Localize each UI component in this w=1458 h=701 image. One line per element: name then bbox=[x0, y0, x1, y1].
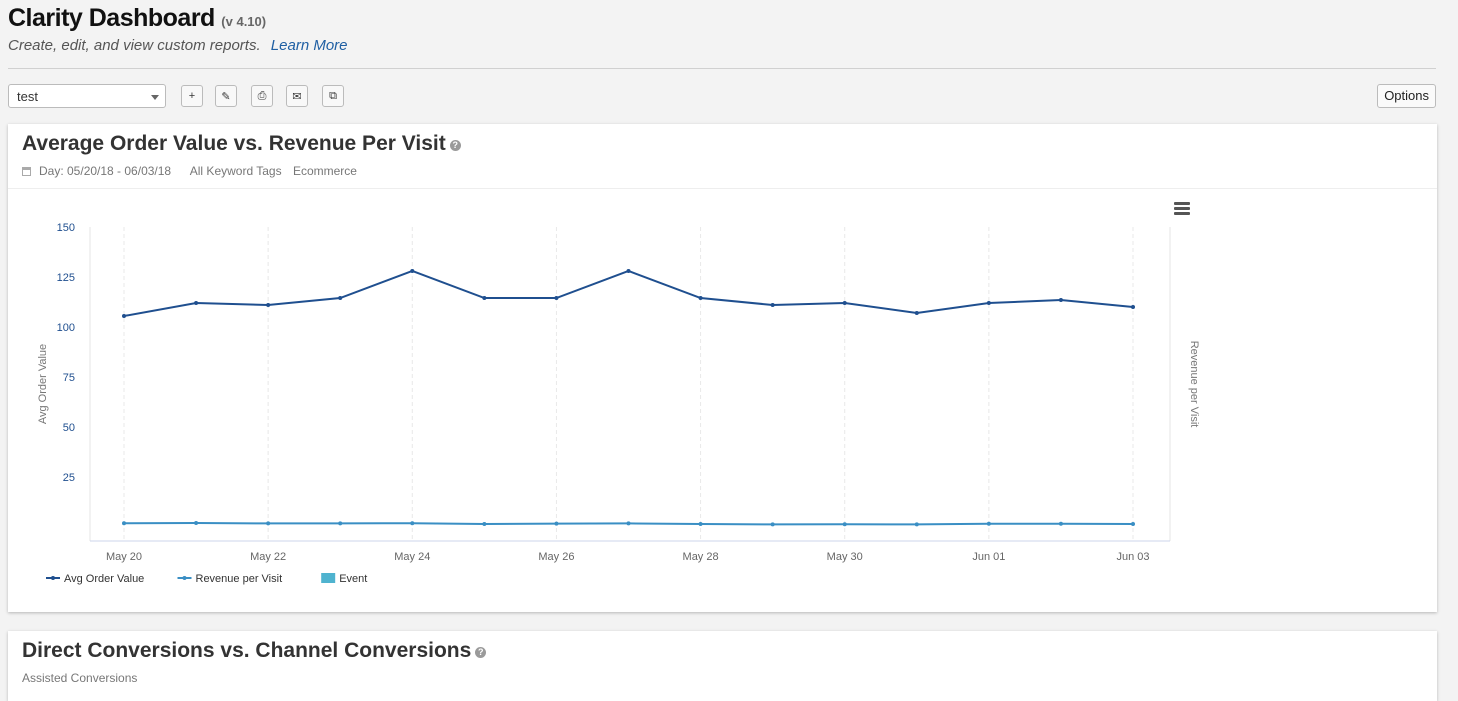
legend-marker bbox=[51, 576, 55, 580]
panel-title: Average Order Value vs. Revenue Per Visi… bbox=[22, 132, 461, 156]
learn-more-link[interactable]: Learn More bbox=[270, 37, 348, 54]
data-point bbox=[698, 296, 703, 300]
data-point bbox=[194, 521, 199, 525]
panel-title-text: Average Order Value vs. Revenue Per Visi… bbox=[22, 132, 446, 155]
legend-label: Event bbox=[339, 573, 367, 585]
y-tick-label: 75 bbox=[63, 372, 75, 384]
report-panel-conversions: Direct Conversions vs. Channel Conversio… bbox=[8, 631, 1437, 701]
line-chart: May 20 May 22 May 24 May 26 May 28 May 30 Jun … bbox=[37, 222, 1200, 585]
print-icon: ⎙ bbox=[257, 89, 267, 102]
copy-button[interactable]: ⧉ bbox=[322, 85, 344, 107]
y-tick-label: 25 bbox=[63, 472, 75, 484]
x-tick-label: May 26 bbox=[538, 551, 574, 563]
panel-meta: Assisted Conversions bbox=[22, 671, 145, 685]
data-point bbox=[626, 521, 631, 526]
data-point bbox=[338, 521, 343, 526]
x-tick-label: May 20 bbox=[106, 551, 142, 563]
data-point bbox=[914, 522, 919, 527]
x-tick-label: Jun 03 bbox=[1116, 551, 1149, 563]
edit-icon: ✎ bbox=[221, 90, 231, 103]
data-point bbox=[266, 303, 271, 307]
keyword-filter: All Keyword Tags bbox=[189, 164, 282, 178]
series-line bbox=[123, 269, 1134, 317]
data-point bbox=[482, 296, 487, 300]
data-point bbox=[266, 521, 271, 526]
copy-icon: ⧉ bbox=[329, 89, 337, 102]
data-point bbox=[554, 521, 559, 526]
print-button[interactable]: ⎙ bbox=[251, 85, 273, 107]
email-icon: ✉ bbox=[292, 90, 302, 103]
data-point bbox=[338, 296, 343, 300]
data-point bbox=[770, 303, 775, 307]
x-tick-label: May 22 bbox=[250, 551, 286, 563]
data-point bbox=[1131, 305, 1135, 309]
subtitle-text: Create, edit, and view custom reports. bbox=[8, 37, 261, 54]
data-point bbox=[842, 522, 847, 527]
data-point bbox=[482, 522, 487, 526]
data-point bbox=[914, 311, 919, 315]
x-tick-label: May 24 bbox=[394, 551, 430, 563]
data-point bbox=[410, 521, 415, 526]
data-point bbox=[626, 269, 631, 273]
y-axis-title: Avg Order Value bbox=[37, 344, 49, 424]
panel-title: Direct Conversions vs. Channel Conversio… bbox=[22, 639, 487, 663]
data-point bbox=[1131, 522, 1135, 526]
data-point bbox=[122, 314, 126, 318]
report-panel-aov: Average Order Value vs. Revenue Per Visi… bbox=[8, 124, 1437, 612]
dashboard-select-value: test bbox=[17, 89, 38, 104]
data-point bbox=[1058, 298, 1063, 302]
edit-button[interactable]: ✎ bbox=[215, 85, 237, 107]
y-tick-label: 150 bbox=[57, 222, 75, 234]
data-point bbox=[986, 521, 991, 526]
calendar-icon bbox=[22, 167, 31, 176]
options-button[interactable]: Options bbox=[1377, 84, 1436, 108]
help-icon[interactable]: ? bbox=[475, 647, 487, 658]
y-tick-label: 50 bbox=[63, 422, 75, 434]
x-tick-label: Jun 01 bbox=[972, 551, 1005, 563]
app-title: Clarity Dashboard bbox=[8, 4, 215, 32]
legend-symbol bbox=[321, 573, 336, 583]
chevron-down-icon bbox=[151, 95, 159, 100]
data-point bbox=[698, 522, 703, 526]
panel-meta: Day: 05/20/18 - 06/03/18 All Keyword Tag… bbox=[22, 164, 365, 178]
x-tick-label: May 30 bbox=[827, 551, 863, 563]
data-point bbox=[194, 301, 199, 305]
data-point bbox=[122, 521, 126, 526]
x-tick-label: May 28 bbox=[683, 551, 719, 563]
email-button[interactable]: ✉ bbox=[286, 85, 308, 107]
data-point bbox=[410, 269, 415, 273]
legend-label: Avg Order Value bbox=[64, 573, 144, 585]
data-point bbox=[554, 296, 559, 300]
y-axis-right-title: Revenue per Visit bbox=[1188, 341, 1200, 428]
toolbar: test + ✎ ⎙ ✉ ⧉ Options bbox=[8, 84, 1436, 110]
header-divider bbox=[8, 68, 1436, 69]
data-point bbox=[770, 522, 775, 527]
add-button[interactable]: + bbox=[181, 85, 203, 107]
dashboard-select[interactable]: test bbox=[8, 84, 166, 108]
panel-divider bbox=[8, 188, 1437, 189]
add-icon: + bbox=[188, 90, 196, 102]
legend-label: Revenue per Visit bbox=[196, 573, 283, 585]
legend-marker bbox=[182, 576, 187, 580]
data-point bbox=[842, 301, 847, 305]
panel-title-text: Direct Conversions vs. Channel Conversio… bbox=[22, 639, 472, 662]
chart-menu-icon[interactable] bbox=[1174, 202, 1190, 216]
y-tick-label: 125 bbox=[57, 272, 75, 284]
panel-subtitle: Assisted Conversions bbox=[22, 671, 138, 685]
data-point bbox=[1058, 521, 1063, 526]
header: Clarity Dashboard (v 4.10) Create, edit,… bbox=[8, 4, 348, 54]
segment-filter: Ecommerce bbox=[292, 164, 357, 178]
y-tick-label: 100 bbox=[57, 322, 75, 334]
help-icon[interactable]: ? bbox=[449, 140, 461, 151]
data-point bbox=[986, 301, 991, 305]
date-range: Day: 05/20/18 - 06/03/18 bbox=[39, 164, 172, 178]
app-version: (v 4.10) bbox=[221, 14, 267, 29]
subtitle: Create, edit, and view custom reports. L… bbox=[8, 37, 348, 54]
